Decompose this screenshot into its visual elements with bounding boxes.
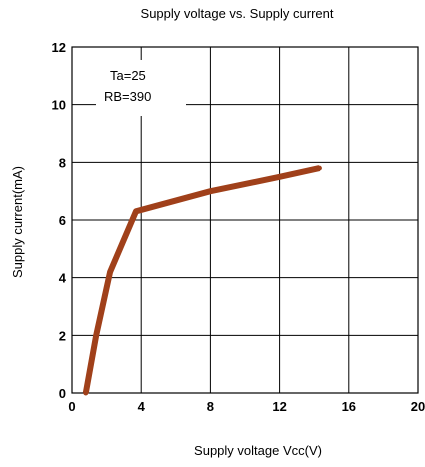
y-tick-label-0: 0 (59, 386, 66, 401)
x-tick-label-8: 8 (207, 399, 214, 414)
tick-labels: 0 4 8 12 16 20 0 2 4 6 8 10 12 (52, 40, 425, 414)
x-axis-label: Supply voltage Vcc(V) (194, 443, 322, 458)
x-tick-label-4: 4 (138, 399, 146, 414)
data-point (93, 332, 99, 338)
data-point (83, 390, 89, 396)
series-group (82, 165, 322, 396)
annotation-background (96, 60, 186, 116)
y-tick-label-2: 2 (59, 328, 66, 343)
x-tick-label-16: 16 (342, 399, 356, 414)
y-tick-label-4: 4 (59, 271, 67, 286)
x-tick-label-20: 20 (411, 399, 425, 414)
chart-title: Supply voltage vs. Supply current (141, 6, 334, 21)
plot-frame (71, 46, 419, 394)
x-tick-label-0: 0 (68, 399, 75, 414)
annotation-ta: Ta=25 (110, 68, 146, 83)
y-tick-label-6: 6 (59, 213, 66, 228)
data-point (277, 174, 283, 180)
data-point (107, 269, 113, 275)
y-tick-label-12: 12 (52, 40, 66, 55)
data-point (207, 188, 213, 194)
y-axis-label: Supply current(mA) (10, 166, 25, 278)
x-tick-label-12: 12 (272, 399, 286, 414)
data-point (316, 165, 322, 171)
series-line-0 (82, 165, 321, 394)
y-tick-label-8: 8 (59, 155, 66, 170)
data-point (133, 208, 139, 214)
annotation-rb: RB=390 (104, 89, 151, 104)
y-tick-label-10: 10 (52, 98, 66, 113)
